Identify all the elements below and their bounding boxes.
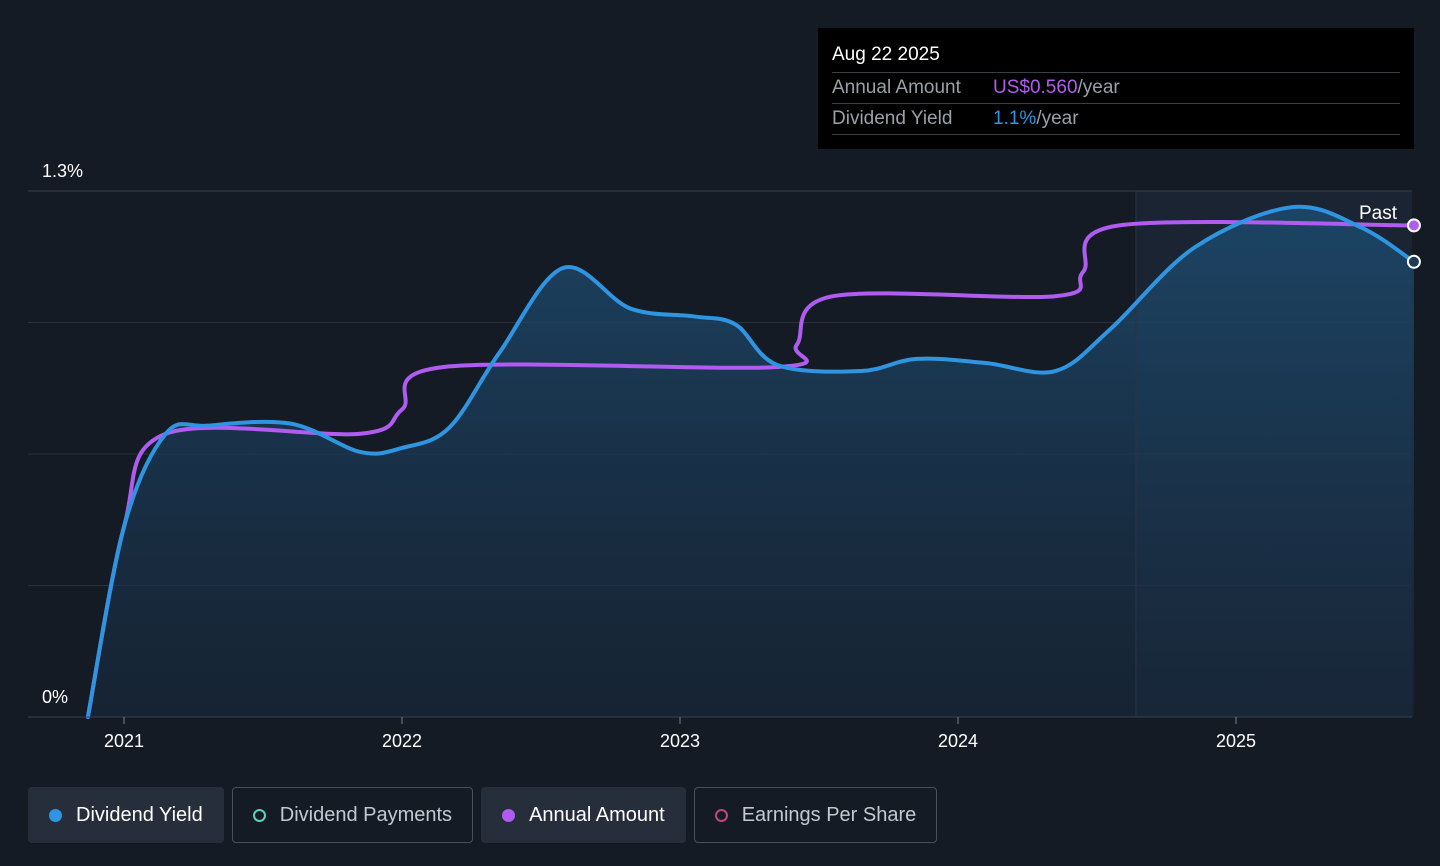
tooltip-annual-amount-value: US$0.560 (993, 77, 1078, 98)
x-tick-label: 2021 (104, 731, 144, 751)
x-axis: 2021 2022 2023 2024 2025 (104, 717, 1256, 751)
legend-dividend-payments[interactable]: Dividend Payments (231, 787, 474, 843)
earnings-per-share-ring-icon (714, 808, 728, 822)
x-tick-label: 2023 (660, 731, 700, 751)
annual-amount-dot-icon (502, 808, 516, 822)
x-tick-label: 2025 (1216, 731, 1256, 751)
legend-annual-amount[interactable]: Annual Amount (481, 787, 686, 843)
tooltip-date: Aug 22 2025 (832, 42, 1400, 73)
legend-earnings-per-share-label: Earnings Per Share (741, 803, 917, 826)
tooltip-dividend-yield-value: 1.1% (993, 108, 1037, 129)
y-tick-label: 1.3% (42, 161, 83, 181)
dividend-payments-ring-icon (252, 808, 266, 822)
tooltip-dividend-yield-unit: /year (1036, 108, 1079, 129)
annual-amount-end-marker[interactable] (1406, 218, 1421, 233)
data-tooltip: Aug 22 2025 Annual Amount US$0.560 /year… (818, 28, 1414, 149)
tooltip-annual-amount-unit: /year (1077, 77, 1120, 98)
tooltip-annual-amount-row: Annual Amount US$0.560 /year (832, 73, 1400, 104)
dividend-yield-dot-icon (49, 808, 62, 822)
legend-earnings-per-share[interactable]: Earnings Per Share (693, 787, 938, 843)
dividend-yield-area (87, 206, 1414, 717)
legend-dividend-payments-label: Dividend Payments (279, 803, 453, 826)
x-tick-label: 2022 (382, 731, 422, 751)
y-axis: 1.3% 0% (42, 161, 83, 707)
tooltip-dividend-yield-row: Dividend Yield 1.1% /year (832, 104, 1400, 135)
y-tick-label: 0% (42, 687, 68, 707)
chart-legend: Dividend Yield Dividend Payments Annual … (28, 787, 938, 843)
tooltip-dividend-yield-label: Dividend Yield (832, 108, 953, 129)
legend-dividend-yield-label: Dividend Yield (76, 803, 203, 826)
past-label: Past (1359, 203, 1398, 224)
x-tick-label: 2024 (938, 731, 978, 751)
dividend-yield-end-marker[interactable] (1406, 254, 1421, 269)
legend-dividend-yield[interactable]: Dividend Yield (28, 787, 224, 843)
dividend-yield-line (85, 204, 1416, 719)
legend-annual-amount-label: Annual Amount (529, 803, 665, 826)
tooltip-annual-amount-label: Annual Amount (832, 77, 961, 98)
